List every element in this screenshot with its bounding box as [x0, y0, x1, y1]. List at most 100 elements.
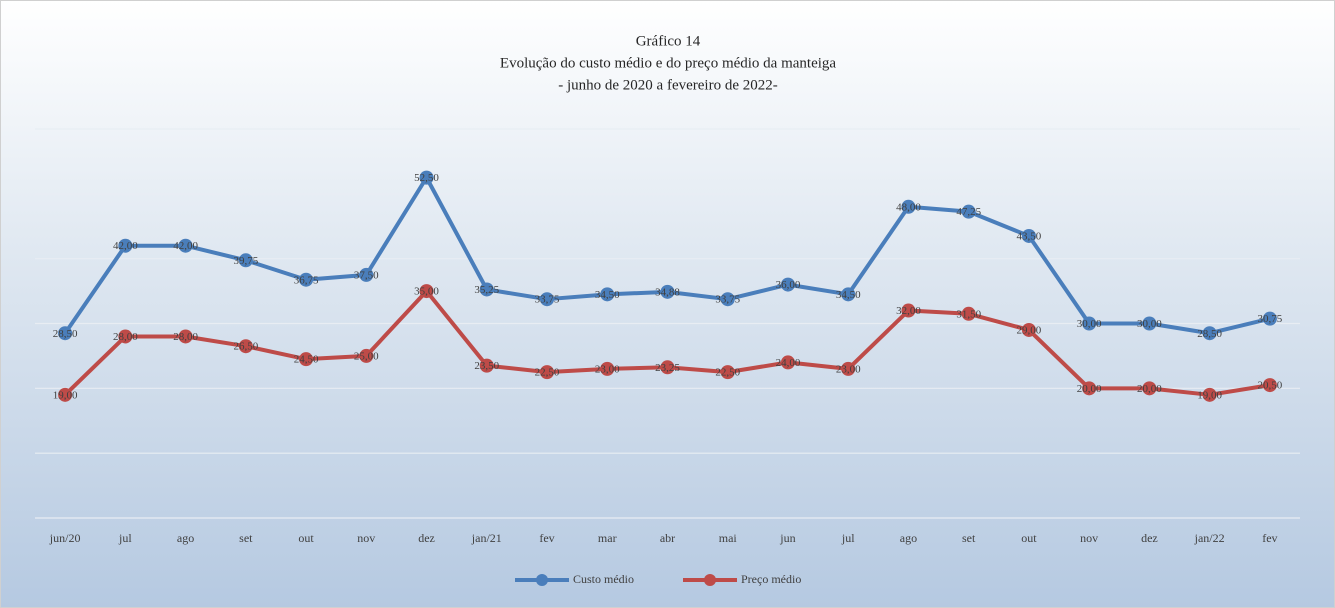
point — [841, 287, 856, 302]
x-tick-label: jul — [118, 531, 132, 545]
legend-marker — [536, 574, 548, 586]
data-label: 30,00 — [1077, 318, 1102, 330]
x-tick-label: dez — [418, 531, 435, 545]
data-label: 23,25 — [655, 362, 680, 374]
data-label: 33,75 — [715, 294, 740, 306]
point — [299, 272, 314, 287]
data-label: 20,50 — [1258, 380, 1283, 392]
data-label: 34,50 — [836, 289, 861, 301]
point — [178, 238, 193, 253]
data-label: 36,00 — [776, 279, 801, 291]
data-label: 37,50 — [354, 269, 379, 281]
point — [660, 284, 675, 299]
x-tick-label: nov — [357, 531, 375, 545]
point — [540, 292, 555, 307]
point — [1202, 387, 1217, 402]
x-tick-label: fev — [1262, 531, 1277, 545]
x-tick-label: fev — [539, 531, 554, 545]
data-label: 52,50 — [414, 172, 439, 184]
data-label: 30,00 — [1137, 318, 1162, 330]
data-label: 48,00 — [896, 201, 921, 213]
point — [1262, 311, 1277, 326]
data-label: 23,50 — [474, 360, 499, 372]
point — [600, 287, 615, 302]
x-tick-label: set — [962, 531, 976, 545]
data-label: 36,75 — [294, 274, 319, 286]
data-label: 32,00 — [896, 305, 921, 317]
point — [961, 204, 976, 219]
point — [118, 329, 133, 344]
data-label: 20,00 — [1077, 383, 1102, 395]
point — [118, 238, 133, 253]
x-tick-label: jul — [841, 531, 855, 545]
data-label: 24,50 — [294, 354, 319, 366]
point — [1082, 316, 1097, 331]
data-label: 35,25 — [474, 284, 499, 296]
data-label: 22,50 — [715, 367, 740, 379]
x-tick-label: nov — [1080, 531, 1098, 545]
point — [1021, 228, 1036, 243]
data-label: 28,50 — [53, 328, 78, 340]
point — [359, 348, 374, 363]
data-label: 20,00 — [1137, 383, 1162, 395]
data-label: 35,00 — [414, 286, 439, 298]
x-tick-label: jun — [779, 531, 795, 545]
x-tick-label: jan/21 — [471, 531, 502, 545]
data-label: 28,50 — [1197, 328, 1222, 340]
point — [1262, 378, 1277, 393]
point — [1021, 322, 1036, 337]
x-tick-label: out — [298, 531, 314, 545]
x-tick-label: out — [1021, 531, 1037, 545]
data-label: 29,00 — [1017, 325, 1042, 337]
point — [901, 303, 916, 318]
chart-subtitle: Evolução do custo médio e do preço médio… — [500, 55, 836, 71]
point — [419, 284, 434, 299]
data-label: 42,00 — [113, 240, 138, 252]
point — [58, 387, 73, 402]
point — [720, 292, 735, 307]
x-tick-label: jan/22 — [1194, 531, 1225, 545]
x-tick-label: dez — [1141, 531, 1158, 545]
x-tick-label: jun/20 — [49, 531, 81, 545]
data-label: 34,50 — [595, 289, 620, 301]
point — [299, 352, 314, 367]
point — [901, 199, 916, 214]
x-tick-label: mar — [598, 531, 617, 545]
chart-subtitle: - junho de 2020 a fevereiro de 2022- — [558, 77, 778, 93]
data-label: 19,00 — [1197, 389, 1222, 401]
point — [58, 326, 73, 341]
data-label: 42,00 — [173, 240, 198, 252]
chart-title: Gráfico 14 — [636, 33, 701, 49]
point — [178, 329, 193, 344]
legend-label: Custo médio — [573, 572, 634, 586]
data-label: 22,50 — [535, 367, 560, 379]
point — [780, 355, 795, 370]
data-label: 28,00 — [113, 331, 138, 343]
point — [419, 170, 434, 185]
point — [961, 306, 976, 321]
x-tick-label: set — [239, 531, 253, 545]
data-label: 33,75 — [535, 294, 560, 306]
point — [1142, 381, 1157, 396]
data-label: 30,75 — [1258, 313, 1283, 325]
x-tick-label: ago — [900, 531, 917, 545]
point — [479, 358, 494, 373]
point — [479, 282, 494, 297]
point — [720, 365, 735, 380]
data-label: 43,50 — [1017, 231, 1042, 243]
point — [359, 267, 374, 282]
point — [841, 361, 856, 376]
data-label: 39,75 — [233, 255, 258, 267]
x-tick-label: ago — [177, 531, 194, 545]
x-tick-label: mai — [719, 531, 738, 545]
data-label: 26,50 — [233, 341, 258, 353]
data-label: 19,00 — [53, 389, 78, 401]
data-label: 31,50 — [956, 308, 981, 320]
data-label: 47,25 — [956, 206, 981, 218]
point — [1202, 326, 1217, 341]
legend-label: Preço médio — [741, 572, 801, 586]
data-label: 25,00 — [354, 350, 379, 362]
point — [238, 253, 253, 268]
